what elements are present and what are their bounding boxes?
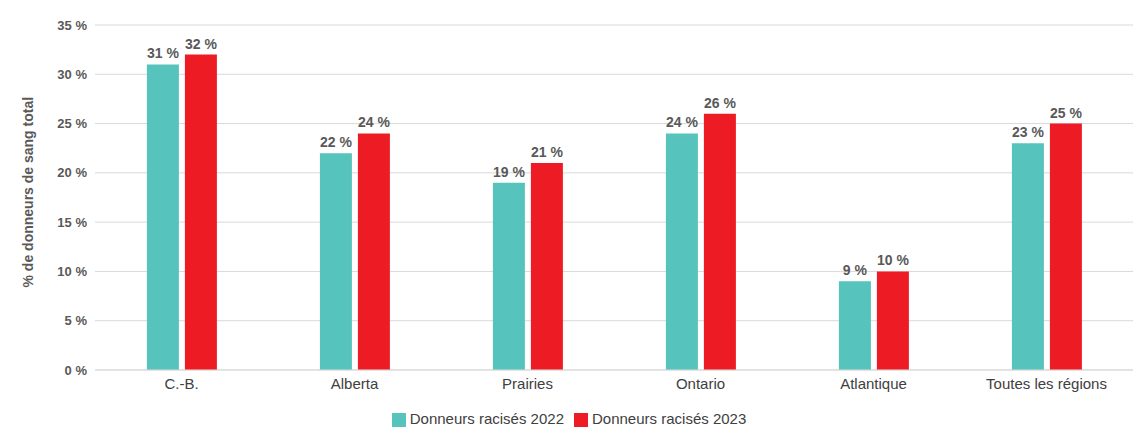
svg-text:20 %: 20 % <box>57 165 87 180</box>
svg-text:Prairies: Prairies <box>502 375 553 392</box>
svg-text:24 %: 24 % <box>358 114 390 130</box>
svg-text:10 %: 10 % <box>877 252 909 268</box>
svg-text:24 %: 24 % <box>666 114 698 130</box>
svg-text:Ontario: Ontario <box>676 375 725 392</box>
svg-text:5 %: 5 % <box>65 313 88 328</box>
svg-text:0 %: 0 % <box>65 363 88 378</box>
svg-text:21 %: 21 % <box>531 144 563 160</box>
svg-text:Atlantique: Atlantique <box>840 375 907 392</box>
svg-text:23 %: 23 % <box>1012 124 1044 140</box>
svg-text:22 %: 22 % <box>320 134 352 150</box>
svg-text:Toutes les régions: Toutes les régions <box>986 375 1107 392</box>
svg-text:32 %: 32 % <box>185 36 217 52</box>
svg-text:9 %: 9 % <box>843 262 868 278</box>
svg-text:15 %: 15 % <box>57 215 87 230</box>
svg-text:31 %: 31 % <box>147 45 179 61</box>
svg-text:19 %: 19 % <box>493 164 525 180</box>
svg-text:Alberta: Alberta <box>331 375 379 392</box>
html-text:Donneurs racisés 2022: Donneurs racisés 2022 <box>409 410 564 427</box>
svg-text:35 %: 35 % <box>57 18 87 33</box>
html-text:Donneurs racisés 2023: Donneurs racisés 2023 <box>592 410 747 427</box>
svg-text:30 %: 30 % <box>57 67 87 82</box>
svg-text:10 %: 10 % <box>57 264 87 279</box>
svg-text:% de donneurs de sang total: % de donneurs de sang total <box>20 97 36 288</box>
svg-text:26 %: 26 % <box>704 95 736 111</box>
svg-text:C.-B.: C.-B. <box>164 375 198 392</box>
svg-text:25 %: 25 % <box>1050 105 1082 121</box>
svg-text:25 %: 25 % <box>57 116 87 131</box>
